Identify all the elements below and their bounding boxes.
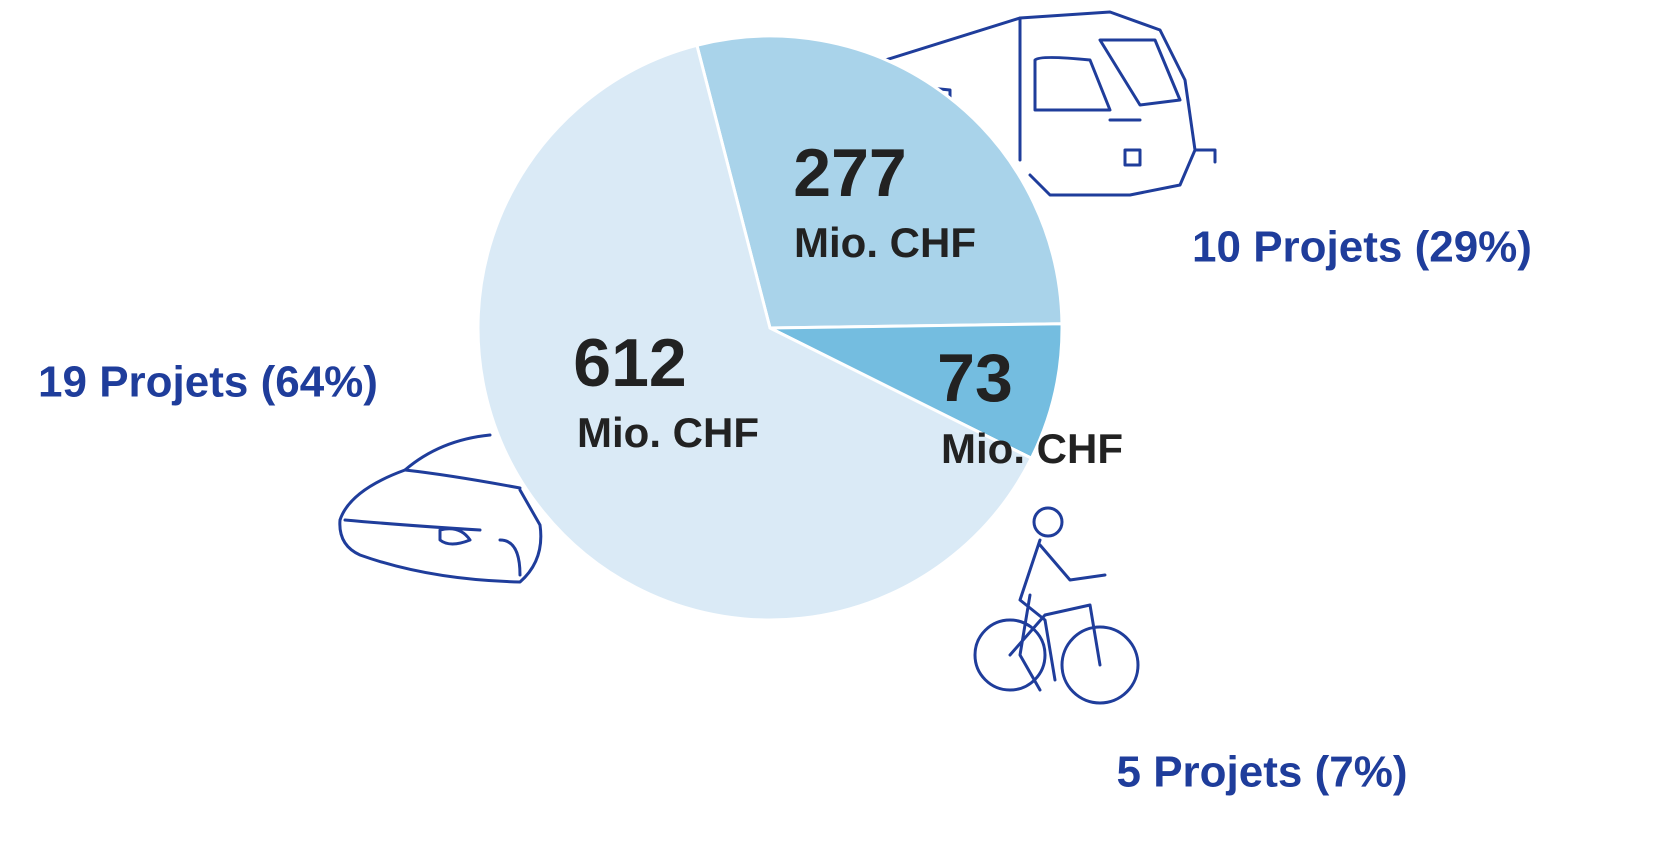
bicycle-icon	[975, 508, 1138, 703]
value-label: 73	[937, 340, 1013, 416]
category-label: 10 Projets (29%)	[1192, 223, 1532, 272]
unit-label: Mio. CHF	[941, 425, 1123, 472]
category-label: 19 Projets (64%)	[38, 358, 378, 407]
category-label: 5 Projets (7%)	[1117, 748, 1408, 797]
unit-label: Mio. CHF	[577, 409, 759, 456]
value-label: 612	[573, 325, 686, 401]
value-label: 277	[793, 135, 906, 211]
chart: 277 Mio. CHF 10 Projets (29%) 73 Mio. CHF 5 P…	[0, 0, 1663, 852]
unit-label: Mio. CHF	[794, 219, 976, 266]
